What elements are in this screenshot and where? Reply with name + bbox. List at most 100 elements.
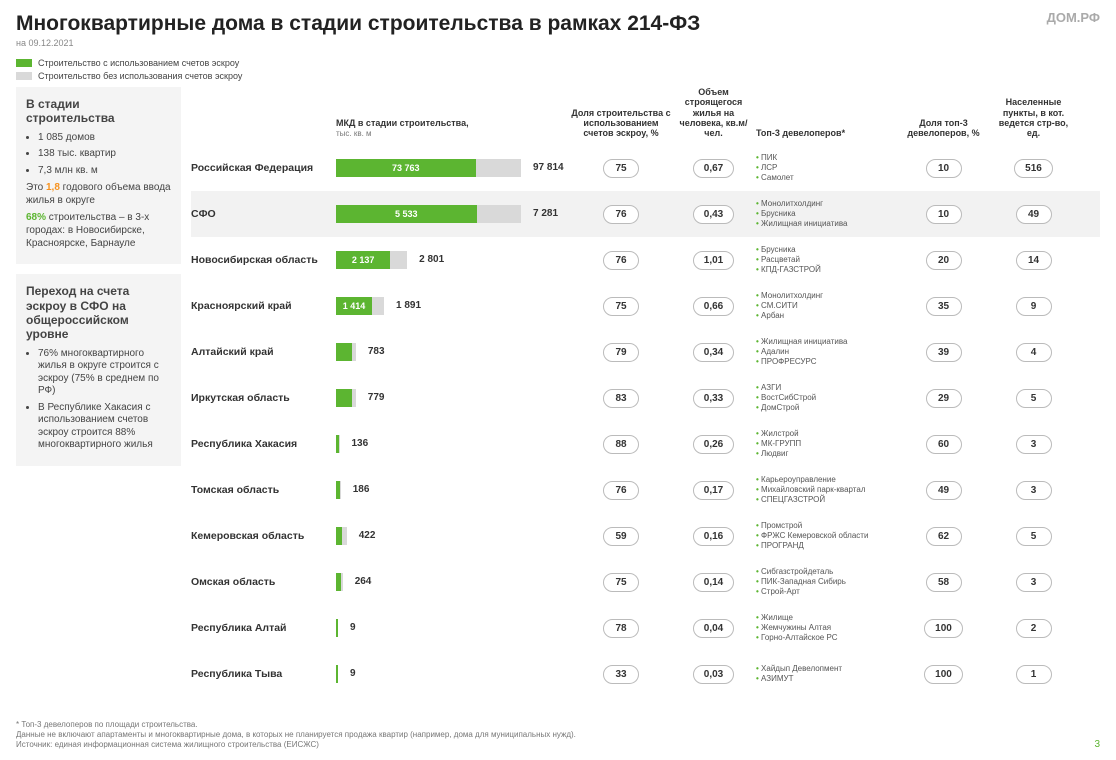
share-cell: 29 — [896, 388, 991, 408]
dev-cell: КарьероуправлениеМихайловский парк-кварт… — [756, 475, 896, 504]
pop-cell: 5 — [991, 526, 1076, 546]
dev-item: Карьероуправление — [756, 475, 896, 485]
share-cell: 60 — [896, 434, 991, 454]
legend-without: Строительство без использования счетов э… — [16, 71, 1100, 81]
vol-pill: 1,01 — [693, 251, 734, 270]
legend: Строительство с использованием счетов эс… — [16, 58, 1100, 81]
footnote: Данные не включают апартаменты и многокв… — [16, 730, 576, 740]
pop-cell: 3 — [991, 480, 1076, 500]
footer: * Топ-3 девелоперов по площади строитель… — [16, 720, 576, 750]
pct-cell: 78 — [571, 618, 671, 638]
dev-cell: Хайдып ДевелопментАЗИМУТ — [756, 664, 896, 683]
region-name: СФО — [191, 208, 336, 220]
side-block-1: В стадии строительства 1 085 домов 138 т… — [16, 87, 181, 264]
share-pill: 100 — [924, 619, 963, 638]
table-row: Томская область186760,17Карьероуправлени… — [191, 467, 1100, 513]
side-item: 7,3 млн кв. м — [38, 165, 171, 178]
dev-item: АЗИМУТ — [756, 674, 896, 684]
pct-pill: 78 — [603, 619, 639, 638]
vol-pill: 0,33 — [693, 389, 734, 408]
bar-grey — [372, 297, 384, 315]
bar-total-label: 1 891 — [396, 300, 421, 311]
dev-item: Жилстрой — [756, 429, 896, 439]
bar-total-label: 2 801 — [419, 254, 444, 265]
dev-cell: ЖилищеЖемчужины АлтаяГорно-Алтайское РС — [756, 613, 896, 642]
dev-item: ДомСтрой — [756, 403, 896, 413]
sidebar: В стадии строительства 1 085 домов 138 т… — [16, 87, 181, 697]
table-row: Российская Федерация73 76397 814750,67ПИ… — [191, 145, 1100, 191]
region-name: Томская область — [191, 484, 336, 496]
vol-cell: 0,14 — [671, 572, 756, 592]
table-row: Красноярский край1 4141 891750,66Монолит… — [191, 283, 1100, 329]
dev-item: Жемчужины Алтая — [756, 623, 896, 633]
col-pct: Доля строительства с использованием счет… — [571, 108, 671, 139]
pct-cell: 88 — [571, 434, 671, 454]
bar-green: 1 414 — [336, 297, 372, 315]
legend-with-label: Строительство с использованием счетов эс… — [38, 58, 239, 68]
dev-item: Брусника — [756, 245, 896, 255]
bar-total-label: 7 281 — [533, 208, 558, 219]
bar-total-label: 779 — [368, 392, 385, 403]
dev-cell: Жилищная инициативаАдалинПРОФРЕСУРС — [756, 337, 896, 366]
pct-pill: 75 — [603, 573, 639, 592]
dev-item: СМ.СИТИ — [756, 301, 896, 311]
side-block-2: Переход на счета эскроу в СФО на общерос… — [16, 274, 181, 466]
dev-item: Расцветай — [756, 255, 896, 265]
col-dev: Топ-3 девелоперов* — [756, 128, 896, 138]
bar-grey — [352, 343, 356, 361]
dev-item: Сибгазстройдеталь — [756, 567, 896, 577]
dev-item: Михайловский парк-квартал — [756, 485, 896, 495]
dev-item: СПЕЦГАЗСТРОЙ — [756, 495, 896, 505]
col-vol: Объем строящегося жилья на человека, кв.… — [671, 87, 756, 139]
dev-cell: МонолитхолдингБрусникаЖилищная инициатив… — [756, 199, 896, 228]
pop-pill: 3 — [1016, 573, 1052, 592]
bar-cell: 783 — [336, 343, 571, 361]
vol-pill: 0,66 — [693, 297, 734, 316]
page-title: Многоквартирные дома в стадии строительс… — [16, 12, 1100, 36]
side-item: 138 тыс. квартир — [38, 148, 171, 161]
pop-cell: 5 — [991, 388, 1076, 408]
pct-pill: 76 — [603, 205, 639, 224]
pct-cell: 76 — [571, 250, 671, 270]
bar-total-label: 783 — [368, 346, 385, 357]
col-pop: Населенные пункты, в кот. ведется стр-во… — [991, 97, 1076, 138]
table-row: Новосибирская область2 1372 801761,01Бру… — [191, 237, 1100, 283]
vol-cell: 0,17 — [671, 480, 756, 500]
dev-cell: СибгазстройдетальПИК-Западная СибирьСтро… — [756, 567, 896, 596]
bar-green — [336, 619, 338, 637]
swatch-grey — [16, 72, 32, 80]
bar-green: 5 533 — [336, 205, 477, 223]
legend-with: Строительство с использованием счетов эс… — [16, 58, 1100, 68]
vol-cell: 0,16 — [671, 526, 756, 546]
share-cell: 20 — [896, 250, 991, 270]
dev-cell: МонолитхолдингСМ.СИТИАрбан — [756, 291, 896, 320]
pct-cell: 75 — [571, 296, 671, 316]
bar-cell: 136 — [336, 435, 571, 453]
vol-cell: 0,66 — [671, 296, 756, 316]
pct-cell: 79 — [571, 342, 671, 362]
dev-item: МК-ГРУПП — [756, 439, 896, 449]
bar-green — [336, 343, 352, 361]
vol-cell: 0,43 — [671, 204, 756, 224]
pct-cell: 75 — [571, 158, 671, 178]
vol-cell: 1,01 — [671, 250, 756, 270]
share-pill: 62 — [926, 527, 962, 546]
table-row: СФО5 533 7 281 76 0,43МонолитхолдингБрусник… — [191, 191, 1100, 237]
side-title-2: Переход на счета эскроу в СФО на общерос… — [26, 284, 171, 342]
bar-cell: 1 414 1 891 — [336, 297, 571, 315]
vol-cell: 0,04 — [671, 618, 756, 638]
content: МКД в стадии строительства, тыс. кв. м Д… — [191, 87, 1100, 697]
dev-item: ЛСР — [756, 163, 896, 173]
dev-item: ФРЖС Кемеровской области — [756, 531, 896, 541]
share-pill: 49 — [926, 481, 962, 500]
share-cell: 10 — [896, 158, 991, 178]
bar-cell: 73 76397 814 — [336, 159, 571, 177]
dev-item: Хайдып Девелопмент — [756, 664, 896, 674]
side-item: 1 085 домов — [38, 132, 171, 145]
col-bar-sub: тыс. кв. м — [336, 129, 372, 138]
bar-total-label: 422 — [359, 530, 376, 541]
dev-item: Строй-Арт — [756, 587, 896, 597]
bar-grey — [476, 159, 521, 177]
share-cell: 10 — [896, 204, 991, 224]
bar-green — [336, 389, 352, 407]
